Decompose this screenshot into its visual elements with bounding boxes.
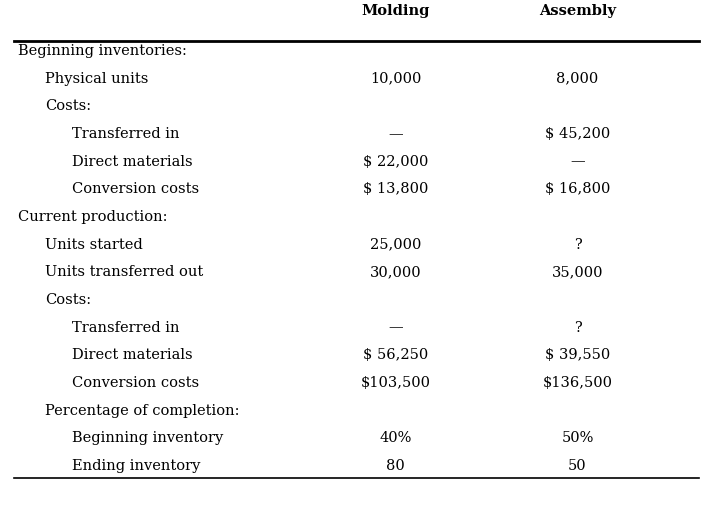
Text: $103,500: $103,500: [361, 376, 431, 390]
Text: $ 16,800: $ 16,800: [545, 183, 610, 196]
Text: $ 56,250: $ 56,250: [363, 348, 429, 362]
Text: Beginning inventory: Beginning inventory: [72, 431, 223, 445]
Text: —: —: [389, 127, 403, 141]
Text: Costs:: Costs:: [45, 293, 91, 307]
Text: —: —: [389, 321, 403, 334]
Text: Molding: Molding: [361, 4, 430, 18]
Text: Beginning inventories:: Beginning inventories:: [18, 44, 187, 58]
Text: $ 39,550: $ 39,550: [545, 348, 610, 362]
Text: —: —: [570, 155, 585, 169]
Text: Transferred in: Transferred in: [72, 321, 180, 334]
Text: Physical units: Physical units: [45, 71, 148, 86]
Text: Direct materials: Direct materials: [72, 155, 193, 169]
Text: ?: ?: [574, 238, 581, 252]
Text: $ 45,200: $ 45,200: [545, 127, 610, 141]
Text: Percentage of completion:: Percentage of completion:: [45, 403, 240, 418]
Text: Ending inventory: Ending inventory: [72, 459, 200, 473]
Text: 30,000: 30,000: [370, 265, 421, 279]
Text: 50%: 50%: [561, 431, 594, 445]
Text: 50: 50: [568, 459, 587, 473]
Text: Current production:: Current production:: [18, 210, 168, 224]
Text: 25,000: 25,000: [370, 238, 421, 252]
Text: 40%: 40%: [379, 431, 412, 445]
Text: Units started: Units started: [45, 238, 143, 252]
Text: $136,500: $136,500: [543, 376, 612, 390]
Text: Transferred in: Transferred in: [72, 127, 180, 141]
Text: 35,000: 35,000: [552, 265, 603, 279]
Text: Assembly: Assembly: [539, 4, 616, 18]
Text: ?: ?: [574, 321, 581, 334]
Text: Direct materials: Direct materials: [72, 348, 193, 362]
Text: 10,000: 10,000: [370, 71, 421, 86]
Text: Units transferred out: Units transferred out: [45, 265, 203, 279]
Text: $ 22,000: $ 22,000: [363, 155, 429, 169]
Text: 80: 80: [386, 459, 405, 473]
Text: 8,000: 8,000: [556, 71, 599, 86]
Text: Conversion costs: Conversion costs: [72, 183, 199, 196]
Text: $ 13,800: $ 13,800: [363, 183, 429, 196]
Text: Costs:: Costs:: [45, 99, 91, 113]
Text: Conversion costs: Conversion costs: [72, 376, 199, 390]
